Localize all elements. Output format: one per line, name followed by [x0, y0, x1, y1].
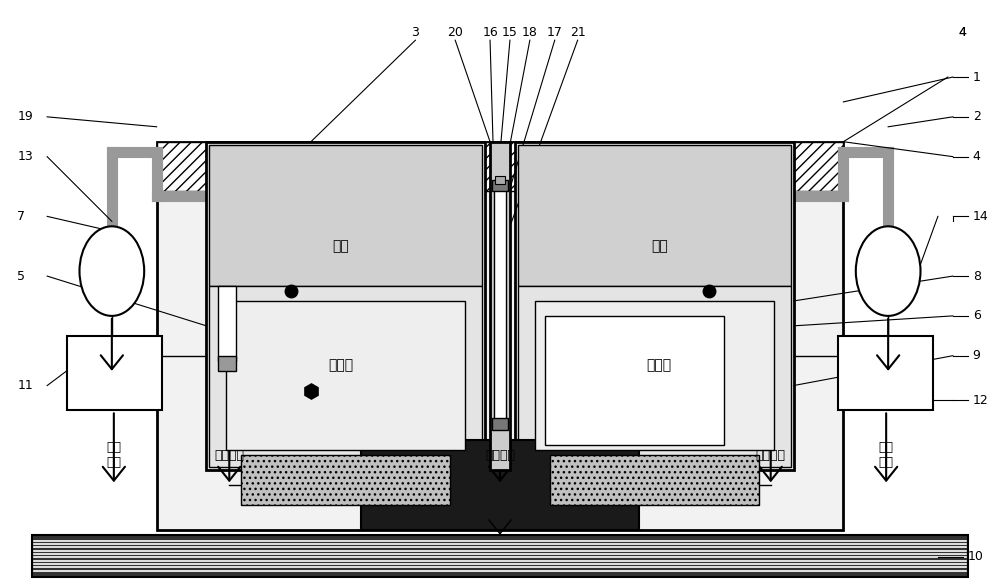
Bar [206, 142, 485, 470]
Text: 1: 1 [973, 70, 981, 84]
Text: 11: 11 [17, 379, 33, 392]
Bar [209, 286, 482, 467]
Text: 8: 8 [973, 270, 981, 282]
Text: 2: 2 [973, 110, 981, 123]
Bar [209, 145, 482, 286]
Text: 16: 16 [482, 26, 498, 39]
Text: 测试结果: 测试结果 [485, 449, 515, 462]
Text: 绝缘油: 绝缘油 [647, 359, 672, 373]
Text: 控制
信号: 控制 信号 [106, 441, 121, 469]
Bar [361, 440, 639, 530]
Bar [545, 316, 724, 445]
Text: 15: 15 [502, 26, 518, 39]
Text: 4: 4 [959, 26, 967, 39]
Text: 5: 5 [17, 270, 25, 282]
Text: 测试结果: 测试结果 [756, 449, 786, 462]
Text: 19: 19 [17, 110, 33, 123]
Text: 10: 10 [968, 550, 984, 563]
Text: 6: 6 [973, 309, 981, 322]
Bar [535, 301, 774, 450]
Text: 测试结果: 测试结果 [214, 449, 244, 462]
Bar [494, 186, 506, 425]
Text: 3: 3 [411, 26, 419, 39]
Text: 顶空: 顶空 [651, 239, 668, 253]
Bar [32, 535, 968, 577]
Bar [490, 142, 510, 470]
Text: 7: 7 [17, 210, 25, 223]
Text: 4: 4 [959, 26, 967, 39]
Bar [518, 286, 791, 467]
Bar [550, 455, 759, 505]
Bar [492, 418, 508, 430]
Text: 21: 21 [570, 26, 586, 39]
Ellipse shape [856, 226, 920, 316]
Text: 13: 13 [17, 150, 33, 163]
Text: 14: 14 [973, 210, 988, 223]
Text: 20: 20 [447, 26, 463, 39]
Bar [518, 145, 791, 286]
Text: 9: 9 [973, 349, 981, 362]
Bar [241, 455, 450, 505]
Bar [218, 286, 236, 360]
Bar [495, 176, 505, 183]
Text: 12: 12 [973, 394, 988, 407]
Text: 顶空: 顶空 [332, 239, 349, 253]
Text: 4: 4 [973, 150, 981, 163]
Text: 17: 17 [547, 26, 563, 39]
Bar [157, 142, 843, 192]
Text: 18: 18 [522, 26, 538, 39]
Bar [157, 142, 843, 530]
Text: 绝缘油: 绝缘油 [328, 359, 353, 373]
Bar [838, 336, 933, 410]
Text: 控制
信号: 控制 信号 [879, 441, 894, 469]
Bar [226, 301, 465, 450]
Ellipse shape [80, 226, 144, 316]
Bar [515, 142, 794, 470]
Bar [67, 336, 162, 410]
Bar [492, 179, 508, 192]
Bar [218, 356, 236, 370]
